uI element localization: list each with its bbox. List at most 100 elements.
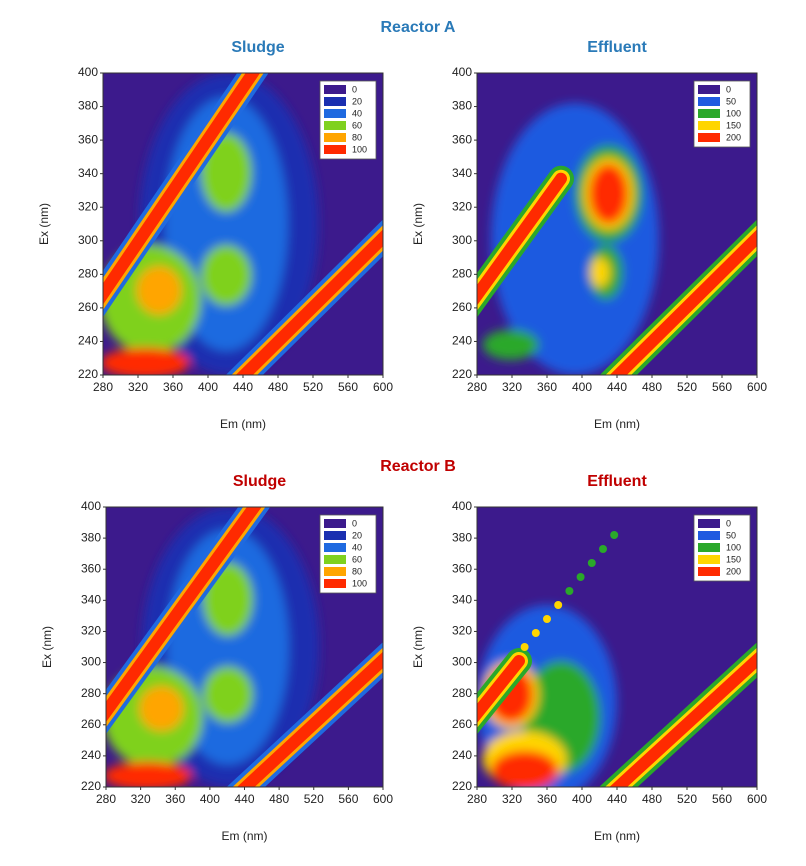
x-tick-label: 280 [467, 380, 487, 394]
legend-swatch [324, 567, 346, 576]
legend-label: 0 [726, 84, 731, 94]
x-tick-label: 520 [677, 380, 697, 394]
x-tick-label: 440 [233, 380, 253, 394]
legend-label: 80 [352, 566, 362, 576]
y-tick-label: 320 [78, 199, 98, 213]
y-tick-label: 400 [452, 65, 472, 79]
legend-swatch [324, 145, 346, 154]
legend-swatch [324, 97, 346, 106]
x-tick-label: 320 [128, 380, 148, 394]
y-axis-label: Ex (nm) [411, 626, 425, 668]
x-tick-label: 600 [747, 792, 767, 806]
y-tick-label: 400 [452, 499, 472, 513]
y-tick-label: 260 [452, 300, 472, 314]
legend-swatch [698, 555, 720, 564]
x-tick-label: 560 [338, 380, 358, 394]
y-tick-label: 340 [452, 166, 472, 180]
y-tick-label: 340 [81, 593, 101, 607]
y-tick-label: 380 [78, 99, 98, 113]
x-tick-label: 360 [165, 792, 185, 806]
x-tick-label: 440 [607, 792, 627, 806]
legend-label: 60 [352, 554, 362, 564]
y-tick-label: 360 [452, 132, 472, 146]
legend-swatch [324, 519, 346, 528]
y-tick-label: 300 [452, 655, 472, 669]
x-tick-label: 360 [537, 792, 557, 806]
y-tick-label: 360 [81, 561, 101, 575]
scatter-band [236, 651, 383, 787]
legend-swatch [698, 133, 720, 142]
x-tick-label: 480 [268, 380, 288, 394]
legend-label: 0 [352, 518, 357, 528]
legend-label: 0 [352, 84, 357, 94]
x-tick-label: 480 [642, 380, 662, 394]
scatter-dot [565, 587, 574, 595]
legend-swatch [324, 133, 346, 142]
x-tick-label: 360 [537, 380, 557, 394]
legend-label: 0 [726, 518, 731, 528]
chart-title: Effluent [587, 473, 647, 490]
y-tick-label: 360 [78, 132, 98, 146]
contour-region [496, 756, 553, 785]
x-axis-label: Em (nm) [594, 417, 640, 431]
contour-region [590, 257, 610, 288]
y-tick-label: 400 [78, 65, 98, 79]
legend-swatch [698, 121, 720, 130]
y-axis-label: Ex (nm) [40, 626, 54, 668]
contour-region [103, 347, 190, 375]
legend-label: 100 [726, 108, 741, 118]
x-tick-label: 280 [96, 792, 116, 806]
legend-swatch [698, 567, 720, 576]
y-tick-label: 300 [81, 655, 101, 669]
scatter-dot [576, 573, 585, 581]
contour-layer [482, 103, 659, 375]
legend-label: 150 [726, 554, 741, 564]
scatter-band [103, 73, 261, 305]
contour-region [201, 245, 252, 306]
legend-label: 80 [352, 132, 362, 142]
legend-label: 60 [352, 120, 362, 130]
y-tick-label: 360 [452, 561, 472, 575]
x-tick-label: 560 [338, 792, 358, 806]
y-tick-label: 300 [78, 233, 98, 247]
y-tick-label: 220 [78, 367, 98, 381]
x-tick-label: 320 [131, 792, 151, 806]
panel: 280 320 360 400 440 480 520 560 6002202402602803… [40, 473, 393, 843]
x-tick-label: 520 [303, 380, 323, 394]
legend-label: 150 [726, 120, 741, 130]
x-tick-label: 280 [467, 792, 487, 806]
legend-swatch [698, 109, 720, 118]
legend-label: 50 [726, 530, 736, 540]
x-tick-label: 520 [677, 792, 697, 806]
contour-region [106, 761, 192, 787]
x-tick-label: 440 [607, 380, 627, 394]
y-tick-label: 280 [452, 686, 472, 700]
legend-swatch [324, 121, 346, 130]
x-tick-label: 560 [712, 380, 732, 394]
x-tick-label: 320 [502, 792, 522, 806]
x-tick-label: 400 [572, 380, 592, 394]
x-tick-label: 400 [198, 380, 218, 394]
x-tick-label: 600 [373, 380, 393, 394]
chart-title: Sludge [233, 473, 286, 490]
x-axis-label: Em (nm) [222, 829, 268, 843]
legend-swatch [324, 531, 346, 540]
legend-label: 40 [352, 108, 362, 118]
x-tick-label: 520 [304, 792, 324, 806]
y-tick-label: 260 [81, 717, 101, 731]
legend-swatch [698, 543, 720, 552]
scatter-band [477, 172, 567, 306]
y-tick-label: 320 [81, 624, 101, 638]
legend-swatch [698, 97, 720, 106]
chart-title: Sludge [231, 39, 284, 56]
scatter-dot [520, 643, 529, 651]
legend-label: 20 [352, 530, 362, 540]
y-tick-label: 320 [452, 199, 472, 213]
x-tick-label: 480 [642, 792, 662, 806]
y-tick-label: 280 [78, 267, 98, 281]
y-tick-label: 220 [81, 779, 101, 793]
legend-swatch [698, 519, 720, 528]
x-tick-label: 320 [502, 380, 522, 394]
contour-region [136, 266, 182, 315]
